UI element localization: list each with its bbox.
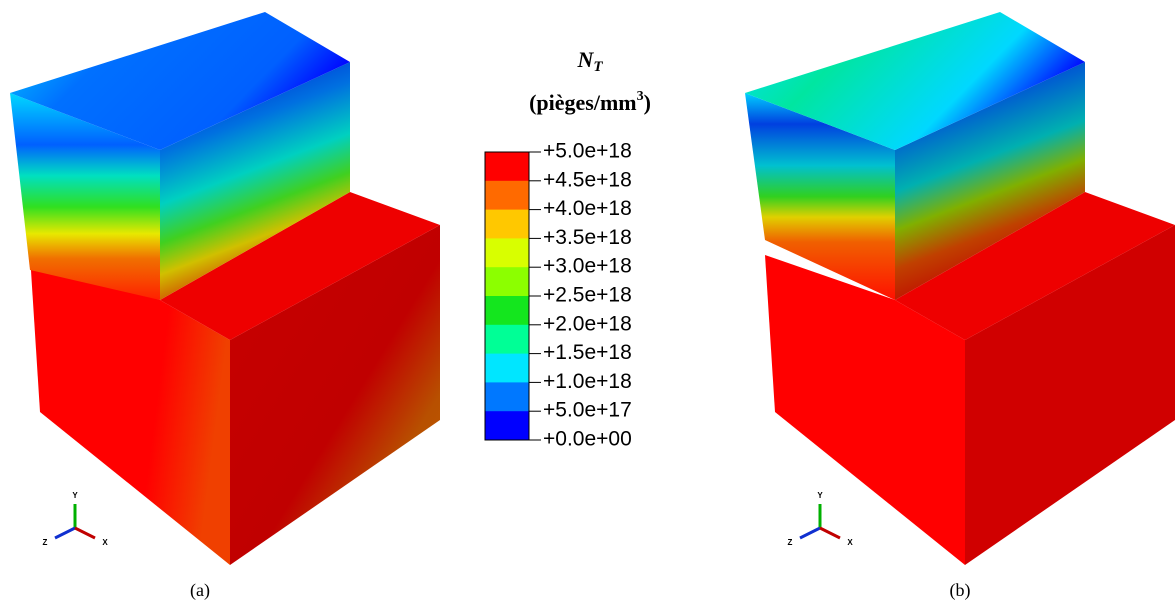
legend-band bbox=[485, 382, 529, 412]
axis-label: Z bbox=[43, 538, 48, 547]
legend-band bbox=[485, 152, 529, 182]
legend-label: +5.0e+17 bbox=[543, 399, 632, 422]
legend-band bbox=[485, 353, 529, 383]
face bbox=[965, 225, 1175, 565]
axis-label: Y bbox=[72, 491, 78, 500]
panel-caption: (b) bbox=[950, 580, 971, 601]
axis-arrow bbox=[54, 526, 76, 540]
face bbox=[895, 192, 1175, 340]
legend-label: +4.0e+18 bbox=[543, 197, 632, 220]
legend-label: +2.5e+18 bbox=[543, 284, 632, 307]
legend-label: +0.0e+00 bbox=[543, 428, 632, 451]
legend-band bbox=[485, 411, 529, 441]
legend-band bbox=[485, 296, 529, 326]
triads: Y Z X (a) Y Z X (b) bbox=[43, 491, 971, 601]
legend-label: +3.5e+18 bbox=[543, 226, 632, 249]
face bbox=[160, 192, 440, 340]
axis-label: X bbox=[847, 538, 853, 547]
axis-label: X bbox=[102, 538, 108, 547]
face bbox=[745, 12, 1085, 150]
legend-label: +1.5e+18 bbox=[543, 341, 632, 364]
model-a bbox=[10, 12, 440, 565]
legend-band bbox=[485, 209, 529, 239]
axis-arrow bbox=[74, 526, 96, 540]
face bbox=[30, 255, 230, 565]
axis-label: Y bbox=[817, 491, 823, 500]
legend-band bbox=[485, 180, 529, 211]
legend: +5.0e+18 +4.5e+18 +4.0e+18 +3.5e+18 +3.0e+18… bbox=[484, 140, 632, 451]
face bbox=[160, 62, 350, 300]
face bbox=[10, 12, 350, 150]
panel-caption: (a) bbox=[190, 580, 210, 601]
face bbox=[10, 93, 160, 300]
legend-label: +4.5e+18 bbox=[543, 168, 632, 191]
legend-band bbox=[485, 267, 529, 297]
face bbox=[765, 255, 965, 565]
legend-band bbox=[485, 324, 529, 355]
axis-label: Z bbox=[788, 538, 793, 547]
face bbox=[895, 62, 1085, 300]
legend-label: +2.0e+18 bbox=[543, 312, 632, 335]
model-b bbox=[745, 12, 1175, 565]
axis-arrow bbox=[819, 526, 841, 540]
face bbox=[230, 225, 440, 565]
legend-band bbox=[485, 238, 529, 268]
legend-label: +5.0e+18 bbox=[543, 140, 632, 163]
legend-label: +3.0e+18 bbox=[543, 255, 632, 278]
face bbox=[745, 93, 895, 300]
legend-title: NT bbox=[576, 47, 603, 75]
axis-arrow bbox=[799, 526, 821, 540]
legend-label: +1.0e+18 bbox=[543, 370, 632, 393]
legend-unit: (pièges/mm3) bbox=[529, 89, 651, 115]
